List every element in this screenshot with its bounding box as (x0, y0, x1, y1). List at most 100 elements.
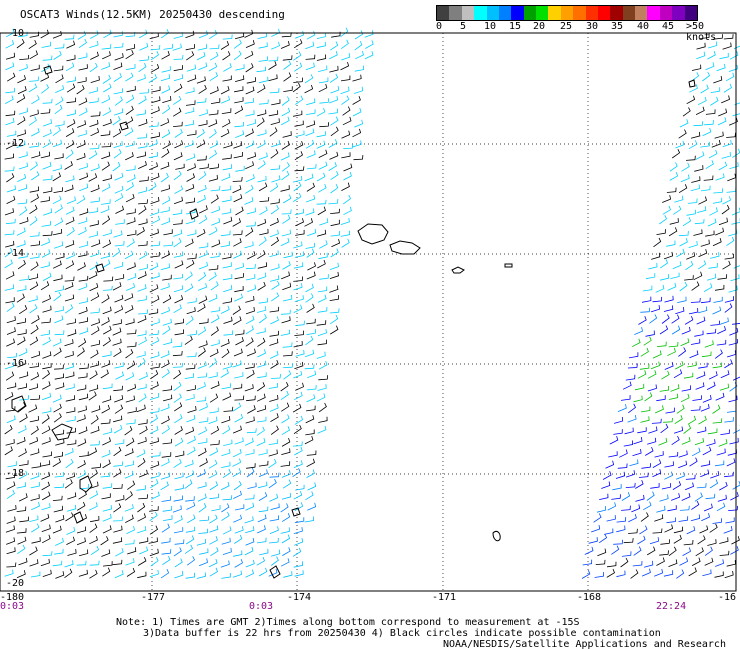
wind-barb (633, 437, 643, 445)
wind-barb (330, 208, 340, 214)
wind-barb (689, 350, 699, 359)
wind-barb (270, 359, 279, 369)
wind-barb (30, 193, 39, 203)
wind-barb (630, 569, 639, 579)
wind-barb (113, 31, 123, 38)
wind-barb (306, 405, 316, 412)
wind-barb (199, 458, 208, 467)
wind-barb (621, 551, 632, 557)
wind-barb (102, 428, 113, 435)
wind-barb (305, 62, 315, 71)
wind-speed-colorbar (436, 5, 698, 21)
wind-barb (18, 151, 28, 159)
wind-barb (17, 425, 27, 434)
wind-barb (293, 39, 303, 49)
wind-barb (718, 217, 728, 226)
wind-barb (54, 472, 64, 478)
wind-barb (684, 482, 694, 491)
wind-barb (150, 363, 160, 369)
wind-barb (208, 416, 218, 424)
wind-barb (101, 161, 110, 171)
wind-barb (270, 236, 280, 247)
wind-barb (725, 517, 735, 524)
wind-barb (726, 187, 737, 193)
wind-barb (619, 449, 628, 458)
wind-barb (306, 248, 315, 258)
wind-barb (185, 364, 196, 370)
wind-barb (706, 273, 717, 281)
wind-barb (343, 206, 352, 216)
wind-barb (17, 116, 26, 126)
wind-barb (67, 549, 77, 556)
wind-barb (137, 526, 147, 534)
wind-barb (712, 404, 721, 414)
wind-barb (705, 230, 715, 237)
wind-barb (330, 170, 339, 181)
colorbar-swatch (659, 6, 673, 20)
wind-barb (53, 291, 62, 302)
wind-barb (220, 481, 230, 491)
wind-barb (305, 283, 314, 293)
wind-barb (295, 229, 305, 236)
wind-barb (281, 170, 290, 181)
wind-barb (662, 195, 672, 203)
colorbar-label: 20 (533, 21, 546, 32)
wind-barb (293, 424, 302, 435)
wind-barb (635, 494, 645, 502)
wind-barb (42, 161, 52, 170)
wind-barb (729, 327, 739, 336)
wind-barb (114, 362, 124, 369)
wind-barb (245, 184, 254, 194)
wind-barb (185, 238, 194, 248)
wind-barb (318, 360, 328, 370)
wind-barb (728, 395, 738, 403)
wind-barb (220, 128, 230, 138)
longitude-label: -174 (287, 592, 312, 603)
wind-barb (640, 416, 650, 423)
wind-barb (16, 482, 26, 489)
wind-barb (222, 547, 232, 555)
wind-barb (17, 285, 27, 292)
wind-barb (127, 547, 137, 555)
colorbar-swatch (610, 6, 623, 20)
wind-barb (317, 306, 328, 313)
wind-barb (102, 350, 112, 358)
wind-barb (232, 230, 243, 236)
wind-barb (342, 116, 352, 126)
wind-barb (232, 176, 243, 182)
wind-barb (136, 151, 146, 158)
wind-barb (113, 348, 122, 358)
wind-barb (674, 415, 683, 425)
wind-barb (113, 468, 122, 478)
wind-barb (16, 506, 27, 512)
wind-barb (102, 229, 112, 237)
wind-barb (173, 65, 183, 72)
wind-barb (664, 524, 674, 533)
wind-barb (78, 306, 88, 315)
wind-barb (64, 161, 73, 170)
wind-barb (30, 395, 41, 400)
wind-barb (686, 526, 696, 535)
island-fiji-6 (269, 565, 281, 579)
wind-barb (340, 230, 351, 237)
wind-barb (198, 426, 207, 435)
wind-barb (161, 425, 170, 435)
wind-barb (90, 197, 100, 203)
wind-barb (670, 384, 680, 392)
wind-barb (704, 340, 714, 348)
wind-barb (700, 460, 711, 467)
wind-barb (258, 182, 268, 192)
wind-barb (632, 560, 643, 567)
wind-barb (90, 308, 100, 314)
wind-barb (728, 229, 738, 237)
wind-barb (31, 462, 41, 469)
wind-barb (16, 528, 27, 534)
colorbar-swatch (536, 6, 549, 20)
wind-barb (41, 503, 51, 511)
wind-barb (258, 567, 268, 577)
wind-barb (65, 512, 74, 522)
wind-barb (293, 276, 303, 282)
wind-barb (42, 369, 51, 380)
wind-barb (282, 55, 293, 61)
